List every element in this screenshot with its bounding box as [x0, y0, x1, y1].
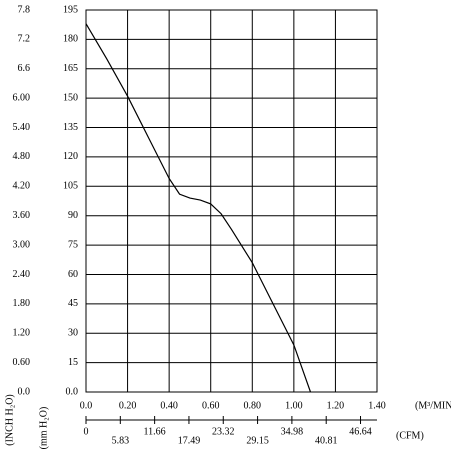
- y2-tick-label: 6.00: [13, 92, 31, 103]
- x2-tick-label: 29.15: [246, 435, 269, 446]
- x-tick-label: 0.80: [244, 400, 262, 411]
- x-axis-label: (M³/MIN.): [415, 400, 451, 411]
- curve: [85, 23, 312, 393]
- y-tick-label: 30: [68, 328, 78, 339]
- y-axis-label: (mm H₂O): [38, 407, 49, 450]
- y-tick-label: 120: [63, 151, 78, 162]
- x-tick-label: 0.40: [160, 400, 178, 411]
- x2-tick-label: 5.83: [112, 435, 130, 446]
- y2-tick-label: 4.80: [13, 151, 31, 162]
- x2-tick-label: 0: [84, 426, 89, 437]
- x2-tick-label: 40.81: [315, 435, 338, 446]
- y-tick-label: 15: [68, 357, 78, 368]
- x2-tick-label: 11.66: [144, 426, 166, 437]
- y2-tick-label: 7.2: [18, 34, 31, 45]
- x-tick-label: 0.0: [80, 400, 93, 411]
- y2-tick-label: 1.80: [13, 298, 31, 309]
- y-tick-label: 105: [63, 181, 78, 192]
- y2-tick-label: 0.60: [13, 357, 31, 368]
- y-tick-label: 150: [63, 92, 78, 103]
- y2-tick-label: 4.20: [13, 181, 31, 192]
- y2-tick-label: 5.40: [13, 122, 31, 133]
- x-tick-label: 1.00: [285, 400, 303, 411]
- x2-axis-label: (CFM): [396, 430, 424, 441]
- y2-tick-label: 3.00: [13, 239, 31, 250]
- x-tick-label: 1.40: [368, 400, 386, 411]
- y-tick-label: 45: [68, 298, 78, 309]
- y-tick-label: 135: [63, 122, 78, 133]
- plot-frame: [85, 9, 378, 393]
- y2-axis-label: (INCH H₂O): [4, 394, 15, 446]
- x-tick-label: 1.20: [327, 400, 345, 411]
- y2-tick-label: 0.0: [18, 386, 31, 397]
- x-tick-label: 0.20: [119, 400, 137, 411]
- x2-tick-label: 23.32: [212, 426, 235, 437]
- x2-tick-label: 34.98: [281, 426, 304, 437]
- y-tick-label: 180: [63, 34, 78, 45]
- y2-tick-label: 1.20: [13, 328, 31, 339]
- y-tick-label: 90: [68, 210, 78, 221]
- y-tick-label: 165: [63, 63, 78, 74]
- y-tick-label: 75: [68, 239, 78, 250]
- y2-tick-label: 6.6: [18, 63, 31, 74]
- y2-tick-label: 7.8: [18, 4, 31, 15]
- y-tick-label: 60: [68, 269, 78, 280]
- x-tick-label: 0.60: [202, 400, 220, 411]
- y2-tick-label: 2.40: [13, 269, 31, 280]
- y2-tick-label: 3.60: [13, 210, 31, 221]
- y-tick-label: 195: [63, 4, 78, 15]
- x2-tick-label: 46.64: [349, 426, 372, 437]
- y-tick-label: 0.0: [66, 386, 79, 397]
- x2-tick-label: 17.49: [178, 435, 201, 446]
